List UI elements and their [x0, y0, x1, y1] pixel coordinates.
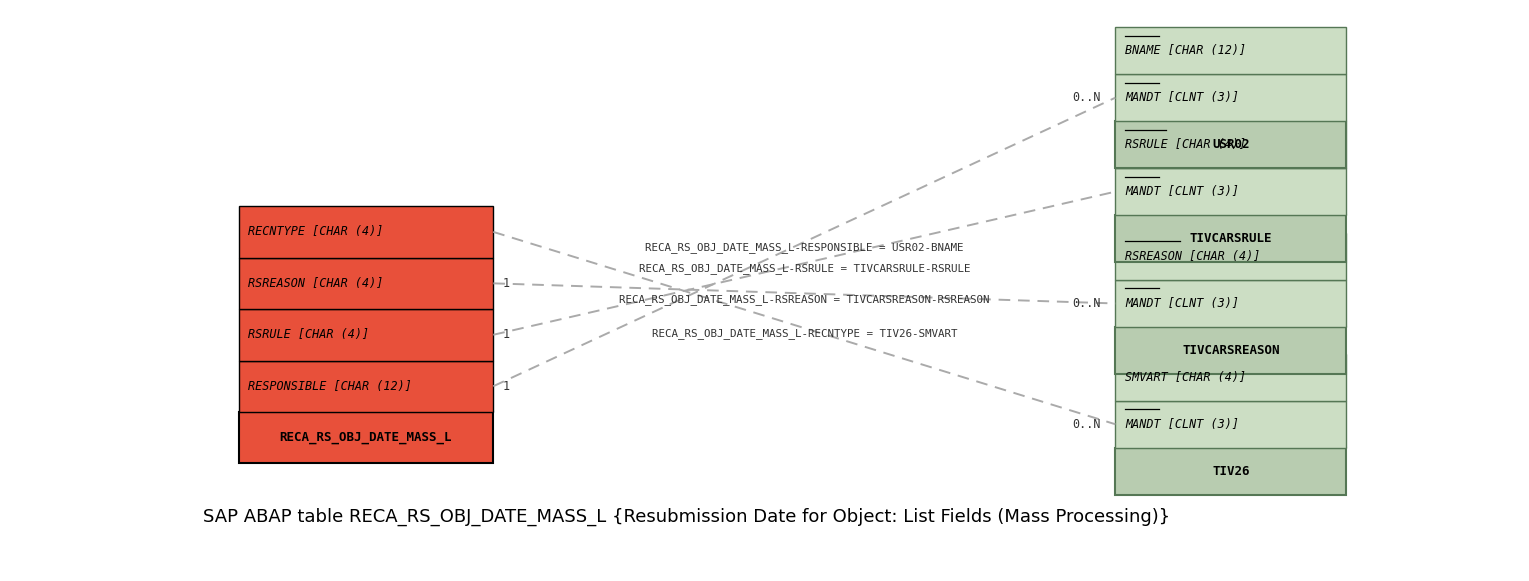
Bar [1116, 121, 1347, 168]
Text: TIV26: TIV26 [1212, 465, 1249, 478]
Bar [239, 309, 494, 360]
Text: 1: 1 [503, 380, 509, 393]
Bar [1116, 168, 1347, 215]
Bar [1116, 233, 1347, 280]
Text: RSREASON [CHAR (4)]: RSREASON [CHAR (4)] [248, 277, 384, 290]
Text: 0..N: 0..N [1073, 91, 1101, 104]
Text: 0..N: 0..N [1073, 297, 1101, 310]
Bar [1116, 280, 1347, 327]
Text: RSRULE [CHAR (4)]: RSRULE [CHAR (4)] [1125, 138, 1246, 151]
Bar [1116, 354, 1347, 401]
Text: MANDT [CLNT (3)]: MANDT [CLNT (3)] [1125, 185, 1238, 198]
Text: 1: 1 [503, 328, 509, 341]
Text: RSREASON [CHAR (4)]: RSREASON [CHAR (4)] [1125, 250, 1260, 263]
Bar [1116, 121, 1347, 168]
Bar [239, 206, 494, 257]
Text: SAP ABAP table RECA_RS_OBJ_DATE_MASS_L {Resubmission Date for Object: List Field: SAP ABAP table RECA_RS_OBJ_DATE_MASS_L {… [203, 508, 1170, 526]
Bar [239, 412, 494, 464]
Bar [239, 360, 494, 412]
Text: RECNTYPE [CHAR (4)]: RECNTYPE [CHAR (4)] [248, 225, 384, 238]
Bar [1116, 327, 1347, 374]
Bar [239, 257, 494, 309]
Text: 1: 1 [503, 277, 509, 290]
Text: 0..N: 0..N [1073, 418, 1101, 431]
Text: SMVART [CHAR (4)]: SMVART [CHAR (4)] [1125, 371, 1246, 384]
Text: MANDT [CLNT (3)]: MANDT [CLNT (3)] [1125, 297, 1238, 310]
Text: RECA_RS_OBJ_DATE_MASS_L-RESPONSIBLE = USR02-BNAME: RECA_RS_OBJ_DATE_MASS_L-RESPONSIBLE = US… [645, 242, 963, 253]
Text: RECA_RS_OBJ_DATE_MASS_L-RSRULE = TIVCARSRULE-RSRULE: RECA_RS_OBJ_DATE_MASS_L-RSRULE = TIVCARS… [639, 264, 969, 274]
Text: RECA_RS_OBJ_DATE_MASS_L-RECNTYPE = TIV26-SMVART: RECA_RS_OBJ_DATE_MASS_L-RECNTYPE = TIV26… [651, 328, 957, 339]
Text: TIVCARSRULE: TIVCARSRULE [1190, 232, 1272, 245]
Bar [1116, 27, 1347, 74]
Text: RECA_RS_OBJ_DATE_MASS_L: RECA_RS_OBJ_DATE_MASS_L [280, 431, 453, 444]
Text: MANDT [CLNT (3)]: MANDT [CLNT (3)] [1125, 91, 1238, 104]
Text: BNAME [CHAR (12)]: BNAME [CHAR (12)] [1125, 44, 1246, 57]
Text: USR02: USR02 [1212, 138, 1249, 151]
Bar [1116, 74, 1347, 121]
Text: RESPONSIBLE [CHAR (12)]: RESPONSIBLE [CHAR (12)] [248, 380, 411, 393]
Text: TIVCARSREASON: TIVCARSREASON [1182, 344, 1280, 357]
Text: RSRULE [CHAR (4)]: RSRULE [CHAR (4)] [248, 328, 368, 341]
Text: MANDT [CLNT (3)]: MANDT [CLNT (3)] [1125, 418, 1238, 431]
Bar [1116, 215, 1347, 262]
Bar [1116, 448, 1347, 495]
Text: RECA_RS_OBJ_DATE_MASS_L-RSREASON = TIVCARSREASON-RSREASON: RECA_RS_OBJ_DATE_MASS_L-RSREASON = TIVCA… [619, 293, 989, 304]
Bar [1116, 401, 1347, 448]
